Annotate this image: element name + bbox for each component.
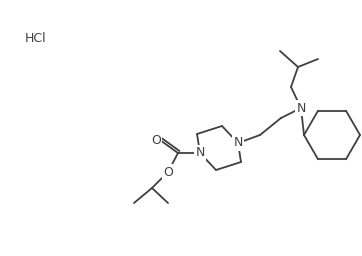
Text: HCl: HCl: [25, 31, 47, 45]
Text: N: N: [195, 146, 205, 159]
Text: N: N: [296, 101, 306, 114]
Text: N: N: [233, 136, 243, 150]
Text: O: O: [163, 165, 173, 178]
Text: O: O: [151, 133, 161, 146]
